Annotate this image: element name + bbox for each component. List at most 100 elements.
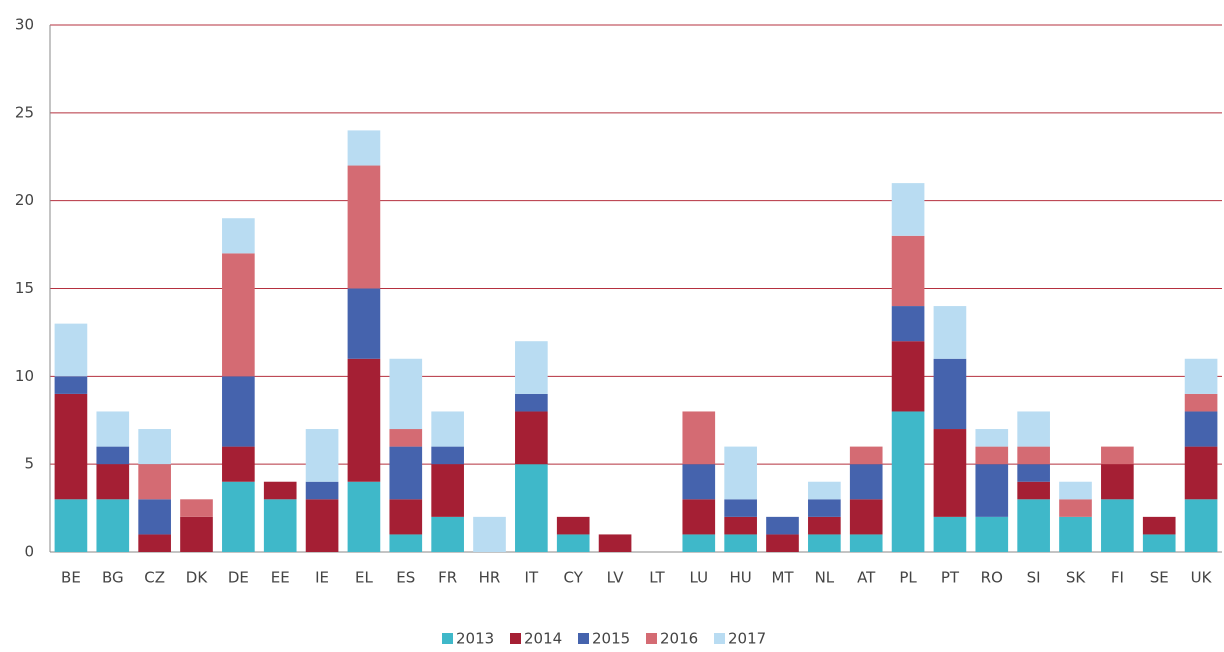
bar-segment	[682, 411, 716, 465]
x-tick-label: DK	[186, 569, 209, 587]
bar-segment	[1059, 499, 1092, 517]
bar-segment	[682, 499, 716, 535]
x-tick-label: HR	[479, 569, 501, 587]
x-tick-label: EL	[355, 569, 373, 587]
bar-segment	[138, 464, 171, 500]
bar-segment	[222, 218, 255, 254]
x-tick-label: FI	[1111, 569, 1124, 587]
legend-swatch	[442, 633, 453, 644]
legend-swatch	[714, 633, 725, 644]
bar-segment	[180, 516, 213, 552]
x-tick-label: SK	[1066, 569, 1087, 587]
bar-segment	[96, 464, 130, 500]
legend-label: 2016	[660, 630, 698, 648]
bar-segment	[1017, 446, 1050, 465]
legend-swatch	[646, 633, 657, 644]
x-tick-label: SE	[1150, 569, 1169, 587]
bar-segment	[473, 516, 506, 552]
bar-segment	[263, 499, 297, 552]
y-tick-label: 5	[24, 455, 34, 473]
y-tick-label: 10	[15, 367, 34, 385]
bar-segment	[1059, 481, 1092, 500]
bar-segment	[1184, 411, 1218, 447]
bar-segment	[515, 411, 548, 465]
bar-segment	[724, 534, 757, 552]
x-tick-label: RO	[981, 569, 1003, 587]
bar-segment	[1184, 358, 1218, 394]
bar-segment	[1101, 464, 1134, 500]
y-tick-label: 15	[15, 279, 34, 297]
bar-segment	[808, 534, 841, 552]
legend-swatch	[510, 633, 521, 644]
bar-segment	[347, 481, 381, 552]
bar-segment	[682, 464, 716, 500]
bar-segment	[1142, 516, 1176, 535]
bar-segment	[724, 499, 757, 517]
x-tick-label: CY	[564, 569, 584, 587]
bar-segment	[849, 446, 883, 465]
bar-segment	[766, 516, 799, 535]
bar-segment	[1017, 481, 1050, 500]
bar-segment	[556, 534, 590, 552]
bar-segment	[556, 516, 590, 535]
bar-segment	[138, 429, 171, 465]
bar-segment	[389, 534, 423, 552]
bar-segment	[222, 446, 255, 482]
bar-segment	[1184, 499, 1218, 552]
x-tick-label: PT	[941, 569, 960, 587]
bar-segment	[515, 393, 548, 412]
bar-segment	[808, 481, 841, 500]
bar-segment	[431, 446, 464, 465]
bar-segment	[1184, 446, 1218, 500]
bar-segment	[849, 499, 883, 535]
bar-segment	[1017, 411, 1050, 447]
x-tick-label: NL	[815, 569, 835, 587]
bar-segment	[54, 393, 88, 500]
bar-segment	[808, 516, 841, 535]
bar-segment	[347, 165, 381, 289]
legend-label: 2017	[728, 630, 766, 648]
x-tick-label: HU	[730, 569, 752, 587]
bar-segment	[891, 183, 925, 236]
bar-segment	[347, 358, 381, 482]
bar-segment	[1101, 446, 1134, 465]
bar-segment	[96, 499, 130, 552]
bar-segment	[849, 464, 883, 500]
bar-segment	[975, 429, 1009, 447]
bar-segment	[431, 516, 464, 552]
x-tick-label: ES	[396, 569, 415, 587]
bar-segment	[263, 481, 297, 500]
bar-segment	[933, 306, 967, 359]
bar-segment	[305, 481, 339, 500]
bar-segment	[933, 516, 967, 552]
x-tick-label: DE	[228, 569, 249, 587]
bar-segment	[305, 499, 339, 552]
bar-segment	[138, 499, 171, 535]
bar-segment	[724, 446, 757, 500]
bar-segment	[54, 323, 88, 377]
bar-segment	[975, 446, 1009, 465]
y-tick-label: 30	[15, 16, 34, 34]
bar-segment	[975, 464, 1009, 517]
x-tick-label: MT	[771, 569, 794, 587]
bar-segment	[598, 534, 632, 552]
bar-segment	[1017, 464, 1050, 482]
bar-segment	[431, 464, 464, 517]
bar-segment	[891, 235, 925, 307]
legend-label: 2014	[524, 630, 562, 648]
x-tick-label: IE	[315, 569, 329, 587]
bar-segment	[389, 358, 423, 430]
bar-segment	[96, 411, 130, 447]
x-tick-label: LV	[607, 569, 625, 587]
bar-segment	[1142, 534, 1176, 552]
bar-segment	[682, 534, 716, 552]
bar-segment	[1184, 393, 1218, 412]
bar-segment	[54, 499, 88, 552]
bar-segment	[515, 341, 548, 394]
bar-segment	[389, 446, 423, 500]
bar-segment	[891, 411, 925, 552]
bar-segment	[305, 429, 339, 482]
x-tick-label: LT	[649, 569, 665, 587]
legend-label: 2015	[592, 630, 630, 648]
bar-segment	[515, 464, 548, 552]
